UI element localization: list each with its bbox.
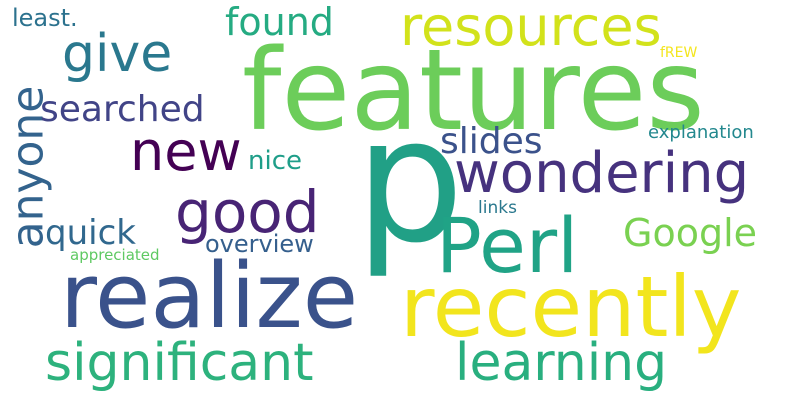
word-realize: realize: [60, 244, 359, 349]
word-least: least.: [12, 4, 78, 32]
word-give: give: [62, 24, 173, 84]
word-p: p: [355, 80, 465, 281]
word-links: links: [478, 198, 517, 218]
word-nice: nice: [248, 146, 302, 176]
word-perl: Perl: [436, 201, 579, 290]
word-good: good: [175, 178, 320, 246]
word-frew: fREW: [660, 45, 698, 61]
word-appreciated: appreciated: [70, 246, 160, 264]
word-recently: recently: [400, 258, 742, 356]
word-google: Google: [623, 211, 758, 255]
word-new: new: [130, 120, 242, 183]
word-searched: searched: [40, 89, 205, 130]
word-learning: learning: [455, 333, 668, 393]
word-wondering: wondering: [454, 141, 750, 206]
word-resources: resources: [400, 0, 662, 58]
word-found: found: [225, 0, 334, 44]
word-significant: significant: [45, 333, 314, 393]
word-features: features: [242, 26, 705, 156]
word-explanation: explanation: [648, 122, 754, 143]
word-slides: slides: [440, 121, 543, 162]
word-quick: quick: [45, 213, 136, 253]
word-overview: overview: [205, 230, 314, 258]
